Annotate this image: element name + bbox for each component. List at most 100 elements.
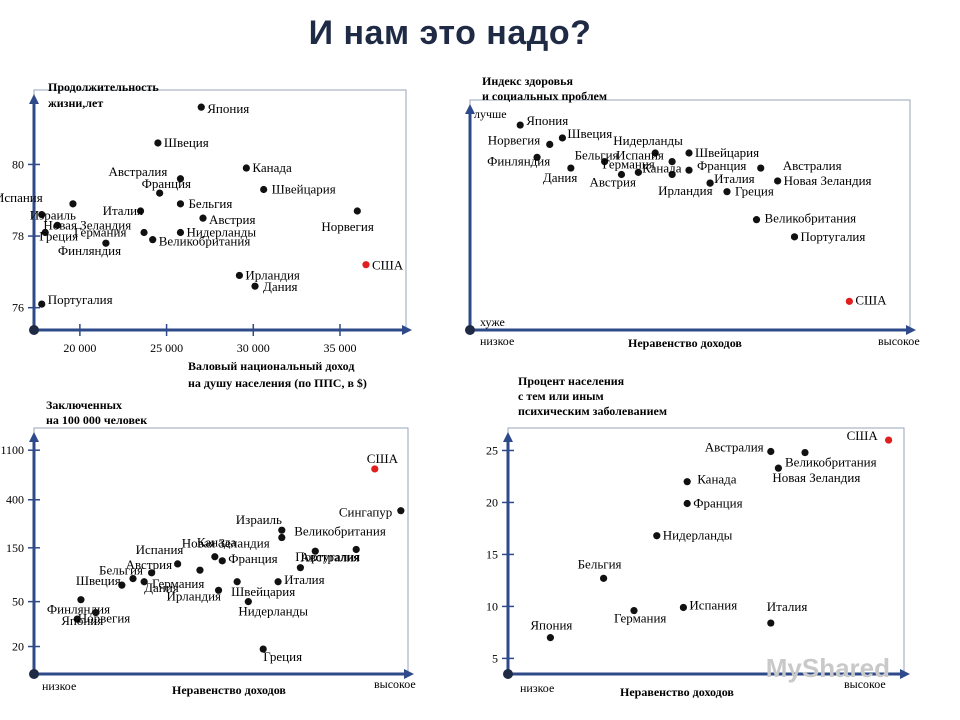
page-title: И нам это надо? (308, 14, 592, 52)
point-label: Бельгия (99, 563, 143, 578)
point-label: США (372, 258, 404, 273)
data-point (801, 448, 809, 457)
axis-origin (503, 669, 513, 679)
x-axis-title: Неравенство доходов (172, 683, 286, 697)
data-point (176, 200, 185, 208)
x-axis-arrow (906, 325, 916, 335)
data-point (668, 170, 676, 179)
data-point (199, 214, 207, 222)
y-axis-title: Заключенных (46, 398, 122, 412)
data-point (352, 545, 360, 554)
y-axis-title: Продолжительность (48, 80, 159, 94)
point-label: Ирландия (658, 183, 713, 198)
data-point (685, 166, 693, 174)
data-point (259, 645, 267, 653)
data-point (723, 188, 731, 196)
point-label: Франция (142, 176, 191, 191)
point-label: Канада (252, 160, 292, 175)
point-label: Канада (697, 472, 737, 487)
axis-origin (29, 669, 39, 679)
data-point (244, 598, 252, 606)
point-label: Нидерланды (663, 528, 733, 543)
data-point (516, 121, 524, 129)
point-label: Австрия (209, 212, 256, 227)
y-axis-title: Индекс здоровья (482, 74, 573, 88)
point-label: Португалия (295, 549, 360, 564)
data-point (397, 507, 405, 515)
y-axis-title: на 100 000 человек (46, 413, 147, 427)
data-point (546, 634, 555, 642)
point-label: Франция (693, 495, 742, 510)
x-tick-label: 25 000 (150, 341, 183, 355)
point-label: Великобритания (765, 211, 857, 226)
data-point (617, 170, 626, 179)
point-label: Норвегия (488, 132, 541, 147)
data-point (706, 179, 714, 187)
point-label: США (367, 451, 399, 466)
point-label: Швеция (567, 126, 612, 141)
x-axis-low-label: низкое (42, 679, 76, 693)
point-label: Испания (0, 190, 43, 205)
point-label: Германия (614, 611, 666, 626)
point-label: Япония (61, 613, 103, 628)
point-label: Ирландия (167, 588, 222, 603)
plot-area (507, 427, 905, 675)
data-point (235, 271, 244, 280)
y-axis-title: и социальных проблем (482, 89, 607, 103)
point-label: Швейцария (231, 584, 295, 599)
data-point (156, 189, 164, 197)
y-tick-label: 25 (486, 443, 498, 457)
data-point (685, 149, 693, 157)
data-point (118, 581, 126, 589)
point-label: Австралия (705, 440, 764, 455)
data-point (752, 216, 761, 224)
data-point (129, 575, 137, 583)
point-label: Дания (543, 170, 578, 185)
point-label: Бельгия (575, 148, 619, 163)
data-point (767, 619, 775, 627)
data-point (38, 210, 46, 219)
x-axis-low-label: низкое (480, 334, 514, 348)
data-point (311, 547, 319, 555)
point-label: Япония (207, 101, 249, 116)
point-label: Дания (263, 279, 298, 294)
x-tick-label: 30 000 (237, 341, 270, 355)
point-label: Великобритания (294, 523, 386, 538)
data-point (601, 158, 609, 166)
x-axis-arrow (402, 325, 412, 335)
data-point (197, 103, 205, 111)
x-axis-arrow (404, 669, 414, 679)
data-point (274, 578, 282, 586)
y-axis-title: жизни,лет (48, 96, 103, 110)
point-label: Австрия (126, 557, 173, 572)
data-point (102, 239, 110, 247)
data-point (767, 447, 775, 456)
point-label: Сингапур (339, 505, 392, 520)
data-point (69, 200, 77, 208)
y-axis-title: психическим заболеванием (518, 404, 667, 418)
y-tick-label: 20 (12, 640, 24, 654)
axis-origin (465, 325, 475, 335)
point-label: Финляндия (487, 153, 550, 168)
y-tick-label: 1100 (0, 443, 24, 457)
point-label: Италия (103, 203, 144, 218)
data-point (757, 164, 765, 172)
point-label: Ирландия (245, 267, 300, 282)
y-axis-arrow (465, 104, 475, 114)
data-point (174, 560, 182, 568)
data-point (668, 158, 676, 166)
y-axis-title: Процент населения (518, 374, 625, 388)
point-label: Финляндия (58, 243, 121, 258)
data-point (53, 221, 61, 229)
plot-area (33, 427, 409, 675)
data-point (790, 233, 799, 241)
data-point (148, 569, 156, 577)
point-label: Франция (697, 158, 746, 173)
x-axis-high-label: высокое (878, 334, 920, 348)
point-label: Австралия (300, 550, 359, 565)
data-point (546, 140, 554, 148)
point-label: Швейцария (695, 145, 759, 160)
data-point (634, 168, 642, 176)
